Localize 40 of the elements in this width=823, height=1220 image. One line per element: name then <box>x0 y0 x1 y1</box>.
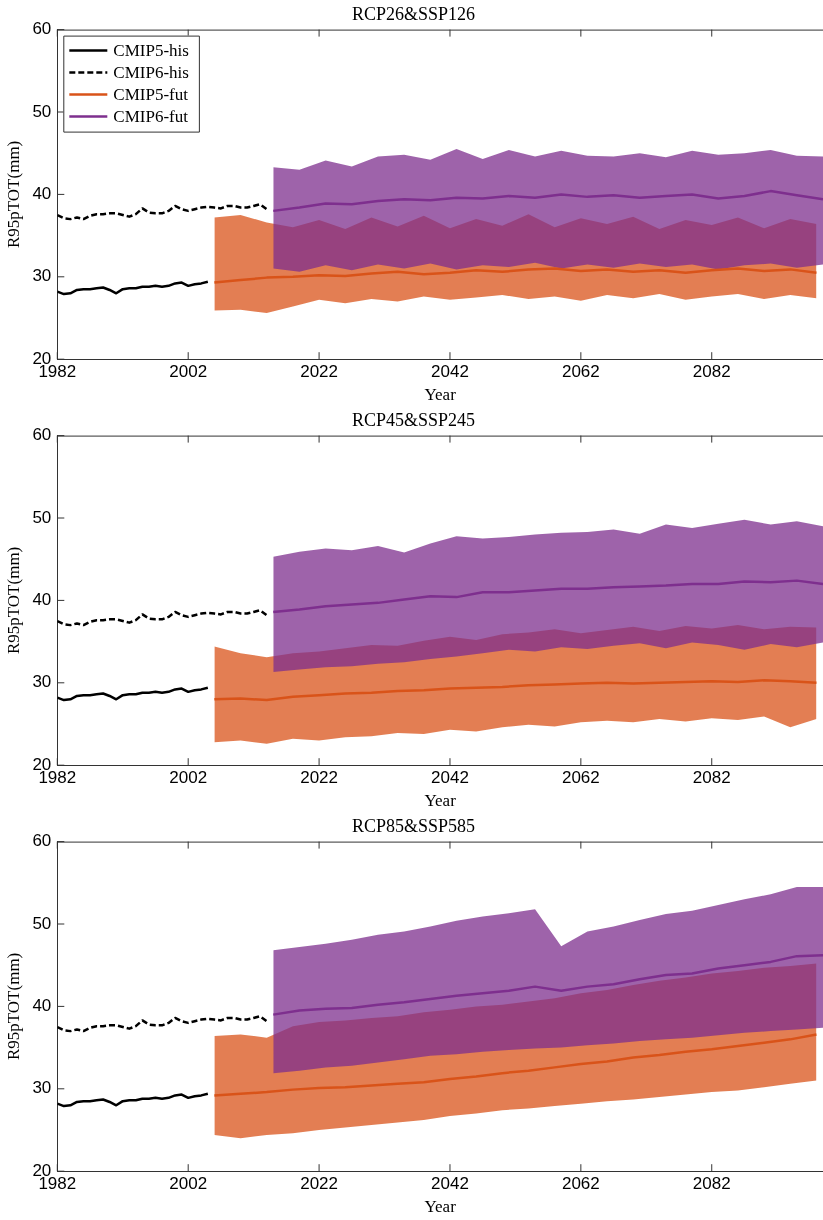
x-tick-label: 2062 <box>561 1174 600 1194</box>
chart-title: RCP26&SSP126 <box>351 3 476 24</box>
y-tick-label: 40 <box>32 590 52 610</box>
x-tick-label: 2002 <box>169 768 208 788</box>
y-tick-label: 60 <box>32 425 52 445</box>
y-tick-label: 30 <box>32 1078 52 1098</box>
legend-label: CMIP6-fut <box>113 107 189 127</box>
chart-title: RCP85&SSP585 <box>351 815 476 836</box>
legend-label: CMIP5-fut <box>113 85 189 105</box>
x-axis-title: Year <box>424 1197 457 1217</box>
y-tick-label: 60 <box>32 831 52 851</box>
x-tick-label: 2082 <box>692 1174 731 1194</box>
x-tick-label: 2002 <box>169 362 208 382</box>
y-tick-label: 50 <box>32 101 52 121</box>
legend-label: CMIP6-his <box>113 63 189 83</box>
legend-label: CMIP5-his <box>113 41 189 61</box>
x-axis-title: Year <box>424 385 457 405</box>
x-tick-label: 2042 <box>431 768 469 788</box>
x-tick-label: 2082 <box>692 362 731 382</box>
y-tick-label: 50 <box>32 507 52 527</box>
x-tick-label: 2022 <box>300 768 338 788</box>
x-tick-label: 2082 <box>692 768 731 788</box>
x-tick-label: 2022 <box>300 362 338 382</box>
y-tick-label: 40 <box>32 184 52 204</box>
x-tick-label: 2062 <box>561 768 600 788</box>
x-tick-label: 2062 <box>561 362 600 382</box>
y-tick-label: 50 <box>32 913 52 933</box>
y-axis-title: R95pTOT(mm) <box>3 546 23 655</box>
y-axis-title: R95pTOT(mm) <box>3 140 23 249</box>
x-tick-label: 2042 <box>431 362 469 382</box>
x-tick-label: 2002 <box>169 1174 208 1194</box>
y-tick-label: 60 <box>32 19 52 39</box>
chart-title: RCP45&SSP245 <box>351 409 476 430</box>
y-axis-title: R95pTOT(mm) <box>3 952 23 1061</box>
y-tick-label: 30 <box>32 266 52 286</box>
y-tick-label: 40 <box>32 996 52 1016</box>
x-axis-title: Year <box>424 791 457 811</box>
x-tick-label: 2042 <box>431 1174 469 1194</box>
x-tick-label: 2022 <box>300 1174 338 1194</box>
y-tick-label: 30 <box>32 672 52 692</box>
